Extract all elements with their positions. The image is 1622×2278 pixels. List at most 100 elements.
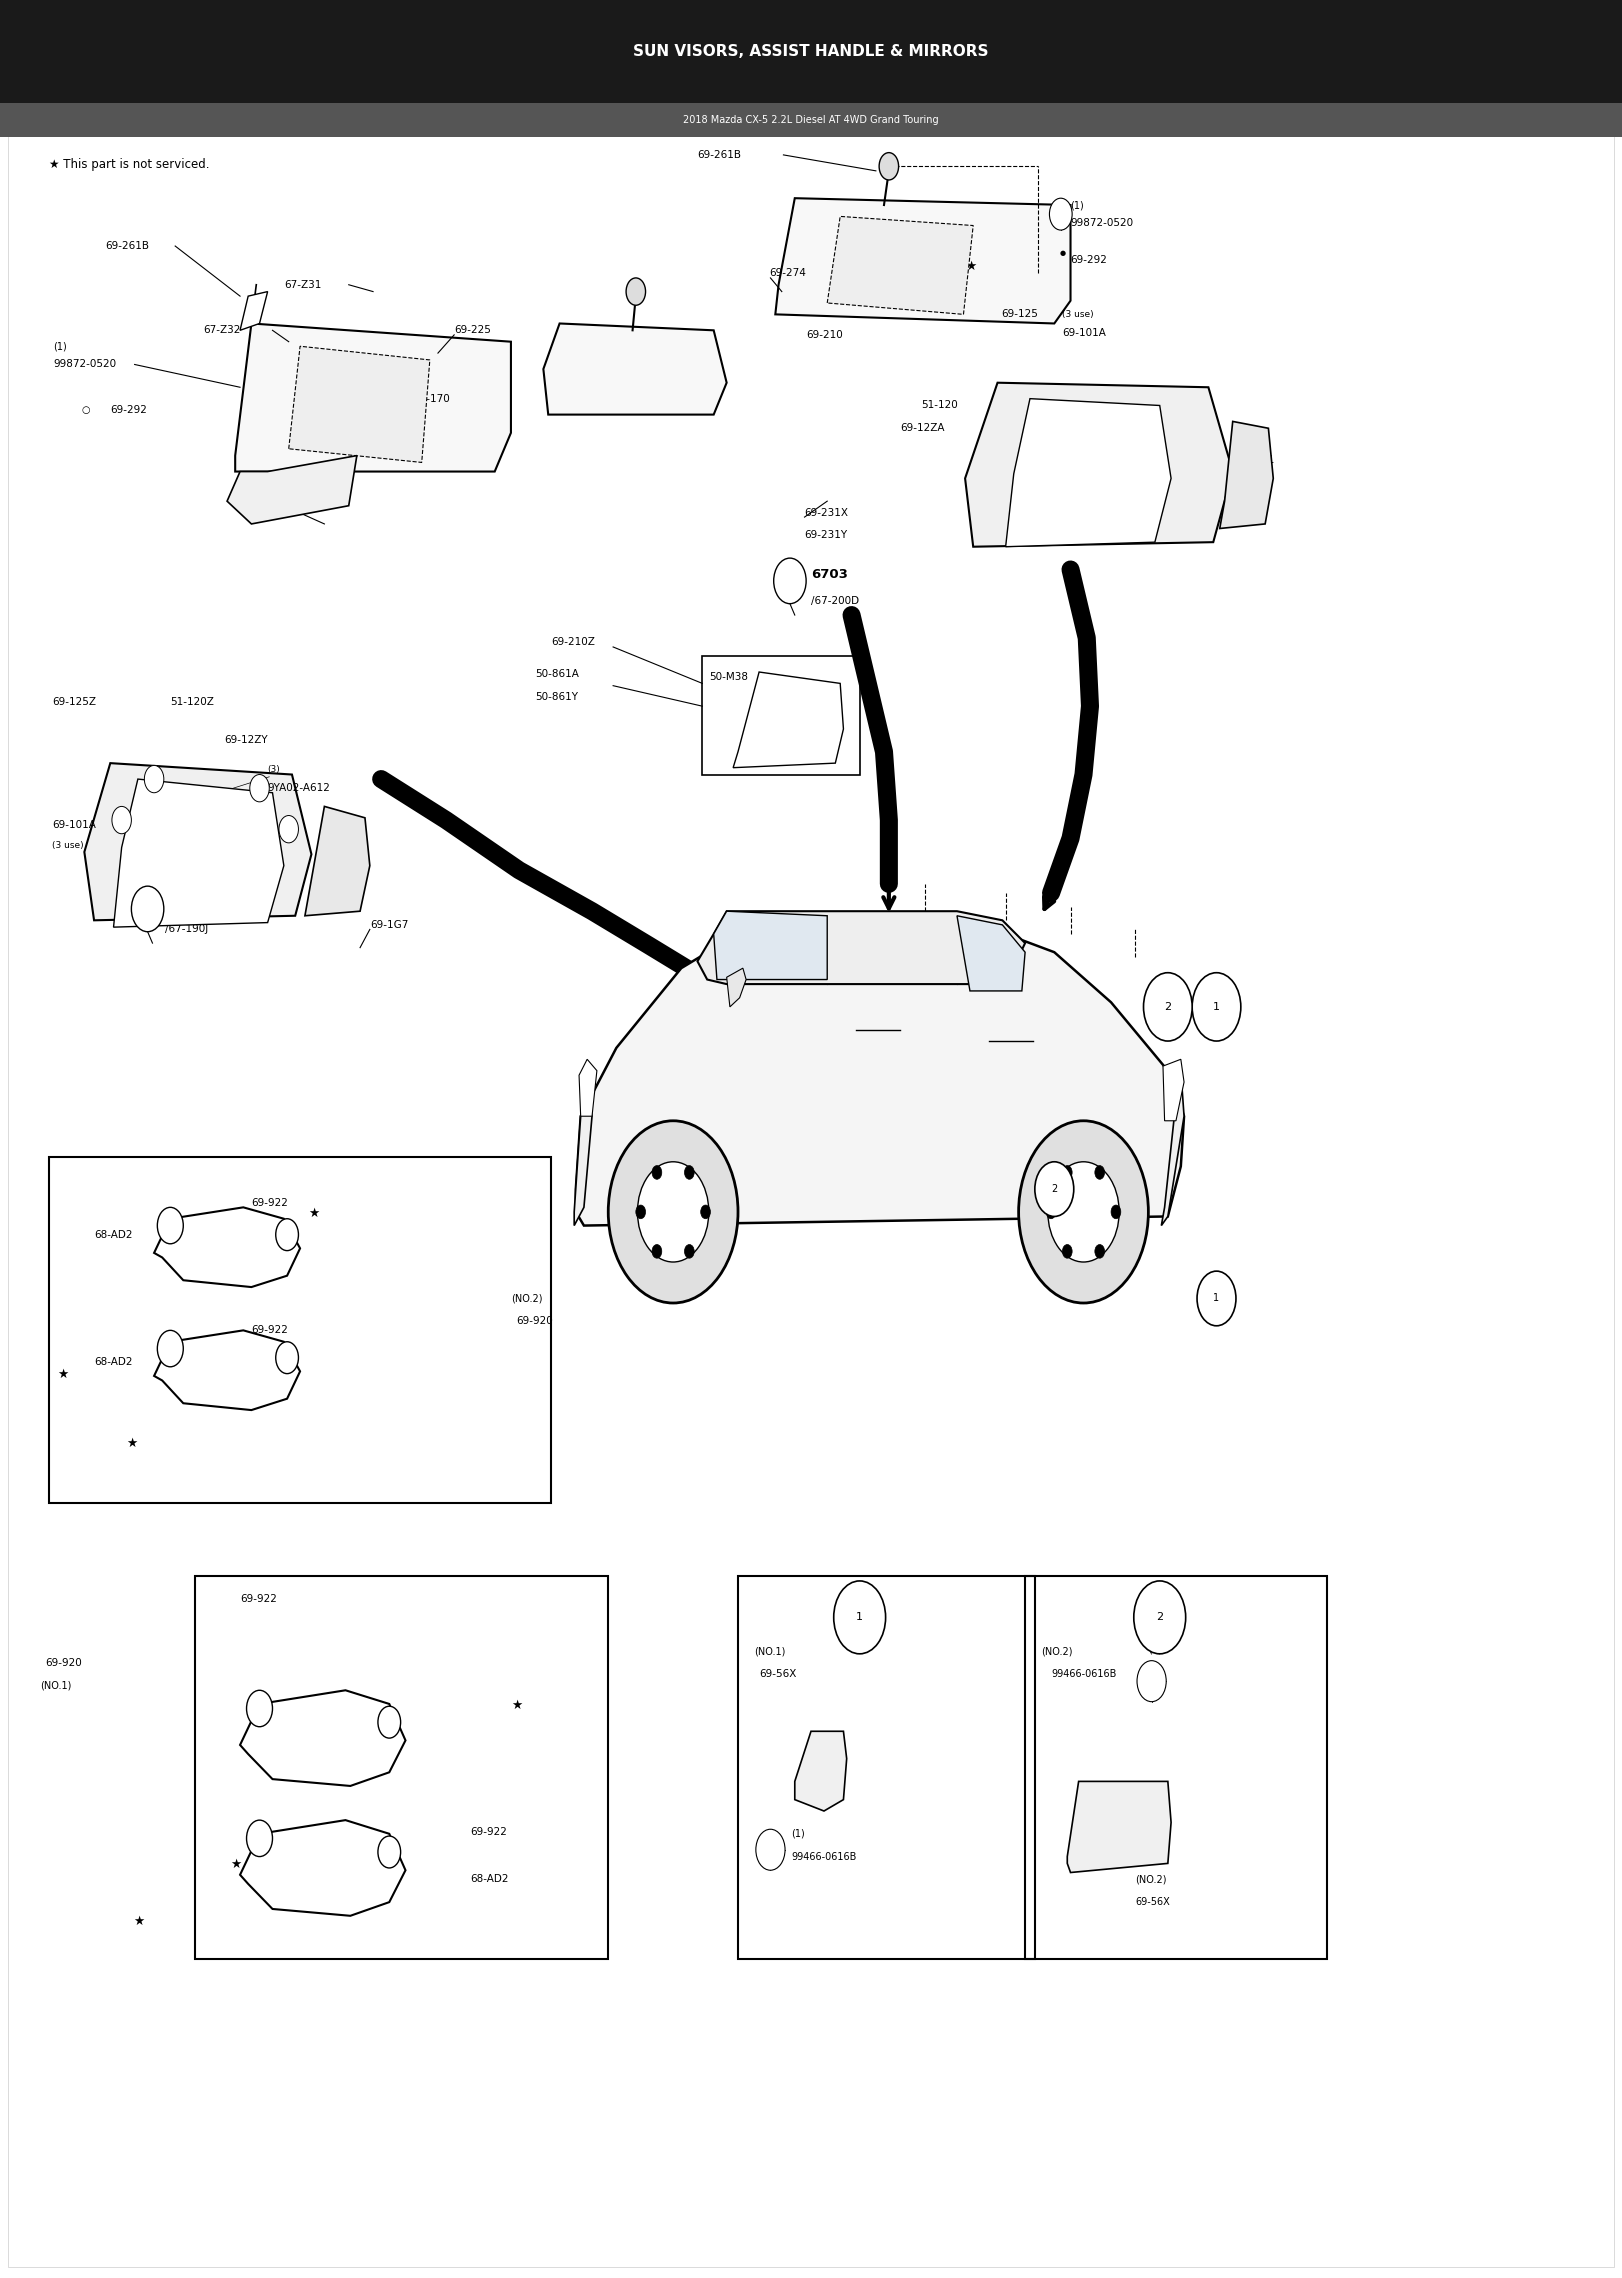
Text: (NO.2): (NO.2)	[1135, 1875, 1166, 1884]
Polygon shape	[240, 1690, 406, 1786]
Circle shape	[1192, 973, 1241, 1041]
Polygon shape	[84, 763, 311, 920]
Text: 99466-0616B: 99466-0616B	[792, 1852, 856, 1861]
Circle shape	[1062, 1244, 1072, 1257]
Text: (1): (1)	[54, 342, 67, 351]
Polygon shape	[576, 934, 1184, 1226]
Circle shape	[276, 1219, 298, 1251]
Text: 1: 1	[1213, 1002, 1220, 1011]
Polygon shape	[1067, 1781, 1171, 1873]
Circle shape	[144, 765, 164, 793]
Polygon shape	[305, 806, 370, 916]
Circle shape	[701, 1205, 710, 1219]
Circle shape	[378, 1706, 401, 1738]
Text: 99872-0520: 99872-0520	[1071, 219, 1134, 228]
Text: 2018 Mazda CX-5 2.2L Diesel AT 4WD Grand Touring: 2018 Mazda CX-5 2.2L Diesel AT 4WD Grand…	[683, 114, 939, 125]
Circle shape	[1111, 1205, 1121, 1219]
Polygon shape	[697, 911, 1025, 984]
Text: 69-225: 69-225	[454, 326, 491, 335]
Circle shape	[1095, 1244, 1105, 1257]
Bar	[0, 0, 1622, 103]
Polygon shape	[227, 456, 357, 524]
Polygon shape	[289, 346, 430, 462]
Text: 69-231X: 69-231X	[805, 508, 848, 517]
Polygon shape	[965, 383, 1233, 547]
Circle shape	[608, 1121, 738, 1303]
Text: 69-56X: 69-56X	[759, 1670, 796, 1679]
Circle shape	[756, 1829, 785, 1870]
Polygon shape	[727, 968, 746, 1007]
Text: 67-Z32: 67-Z32	[203, 326, 240, 335]
Text: 1: 1	[856, 1613, 863, 1622]
Circle shape	[1019, 1121, 1148, 1303]
Circle shape	[636, 1205, 646, 1219]
Polygon shape	[240, 292, 268, 330]
Text: 69-920: 69-920	[45, 1658, 83, 1667]
Circle shape	[276, 1342, 298, 1374]
Bar	[49, 1157, 551, 1503]
Circle shape	[279, 816, 298, 843]
Polygon shape	[733, 672, 843, 768]
Text: 69-922: 69-922	[251, 1326, 289, 1335]
Text: 69-292: 69-292	[110, 405, 148, 415]
Text: 2: 2	[1156, 1613, 1163, 1622]
Text: (1): (1)	[792, 1829, 805, 1838]
Polygon shape	[1006, 399, 1171, 547]
Circle shape	[157, 1330, 183, 1367]
Circle shape	[1144, 973, 1192, 1041]
Text: 69-210Z: 69-210Z	[551, 638, 595, 647]
Polygon shape	[574, 1071, 592, 1226]
Text: /67-190J: /67-190J	[165, 925, 209, 934]
Text: 69-920: 69-920	[516, 1317, 553, 1326]
Text: 68-AD2: 68-AD2	[324, 1699, 363, 1708]
Polygon shape	[827, 216, 973, 314]
Text: 69-274: 69-274	[284, 497, 321, 506]
Polygon shape	[235, 323, 511, 472]
Circle shape	[879, 153, 899, 180]
Text: 69-210: 69-210	[806, 330, 843, 339]
Text: 2: 2	[1051, 1185, 1058, 1194]
Text: (3): (3)	[1083, 490, 1096, 499]
Text: 69-56X: 69-56X	[1135, 1898, 1169, 1907]
Text: (NO.2): (NO.2)	[1041, 1647, 1072, 1656]
Circle shape	[247, 1820, 272, 1857]
Text: (NO.1): (NO.1)	[754, 1647, 785, 1656]
Text: 6703: 6703	[165, 895, 203, 909]
Circle shape	[637, 1162, 709, 1262]
Text: 1: 1	[1213, 1294, 1220, 1303]
Text: 2: 2	[1165, 1002, 1171, 1011]
Bar	[1025, 1576, 1327, 1959]
Text: 6703: 6703	[811, 567, 848, 581]
Circle shape	[684, 1166, 694, 1180]
Text: 9YA02-A612: 9YA02-A612	[1083, 508, 1147, 517]
Text: ★: ★	[230, 1859, 242, 1870]
Polygon shape	[775, 198, 1071, 323]
Text: 68-AD2: 68-AD2	[470, 1875, 509, 1884]
Circle shape	[250, 775, 269, 802]
Polygon shape	[543, 323, 727, 415]
Circle shape	[684, 1244, 694, 1257]
Polygon shape	[240, 1820, 406, 1916]
Text: 50-861A: 50-861A	[535, 670, 579, 679]
Circle shape	[1134, 1581, 1186, 1654]
Text: ★: ★	[308, 1207, 320, 1219]
Circle shape	[834, 1581, 886, 1654]
Circle shape	[1046, 1205, 1056, 1219]
Circle shape	[774, 558, 806, 604]
Text: 99872-0520: 99872-0520	[54, 360, 117, 369]
Text: 69-922: 69-922	[251, 1198, 289, 1207]
Text: 69-261B: 69-261B	[105, 241, 149, 251]
Text: 69-231Y: 69-231Y	[805, 531, 848, 540]
Text: 50-M38: 50-M38	[709, 672, 748, 681]
Text: (3 use): (3 use)	[1062, 310, 1093, 319]
Text: (NO.2): (NO.2)	[511, 1294, 542, 1303]
Text: 68-AD2: 68-AD2	[94, 1230, 133, 1239]
Text: (1): (1)	[1071, 200, 1083, 210]
Text: 69-922: 69-922	[470, 1827, 508, 1836]
Circle shape	[1035, 1162, 1074, 1216]
Text: 68-AD2: 68-AD2	[94, 1358, 133, 1367]
Polygon shape	[1220, 421, 1273, 528]
Text: 50-861Y: 50-861Y	[535, 693, 579, 702]
Circle shape	[247, 1690, 272, 1727]
Text: ★: ★	[127, 1437, 138, 1449]
